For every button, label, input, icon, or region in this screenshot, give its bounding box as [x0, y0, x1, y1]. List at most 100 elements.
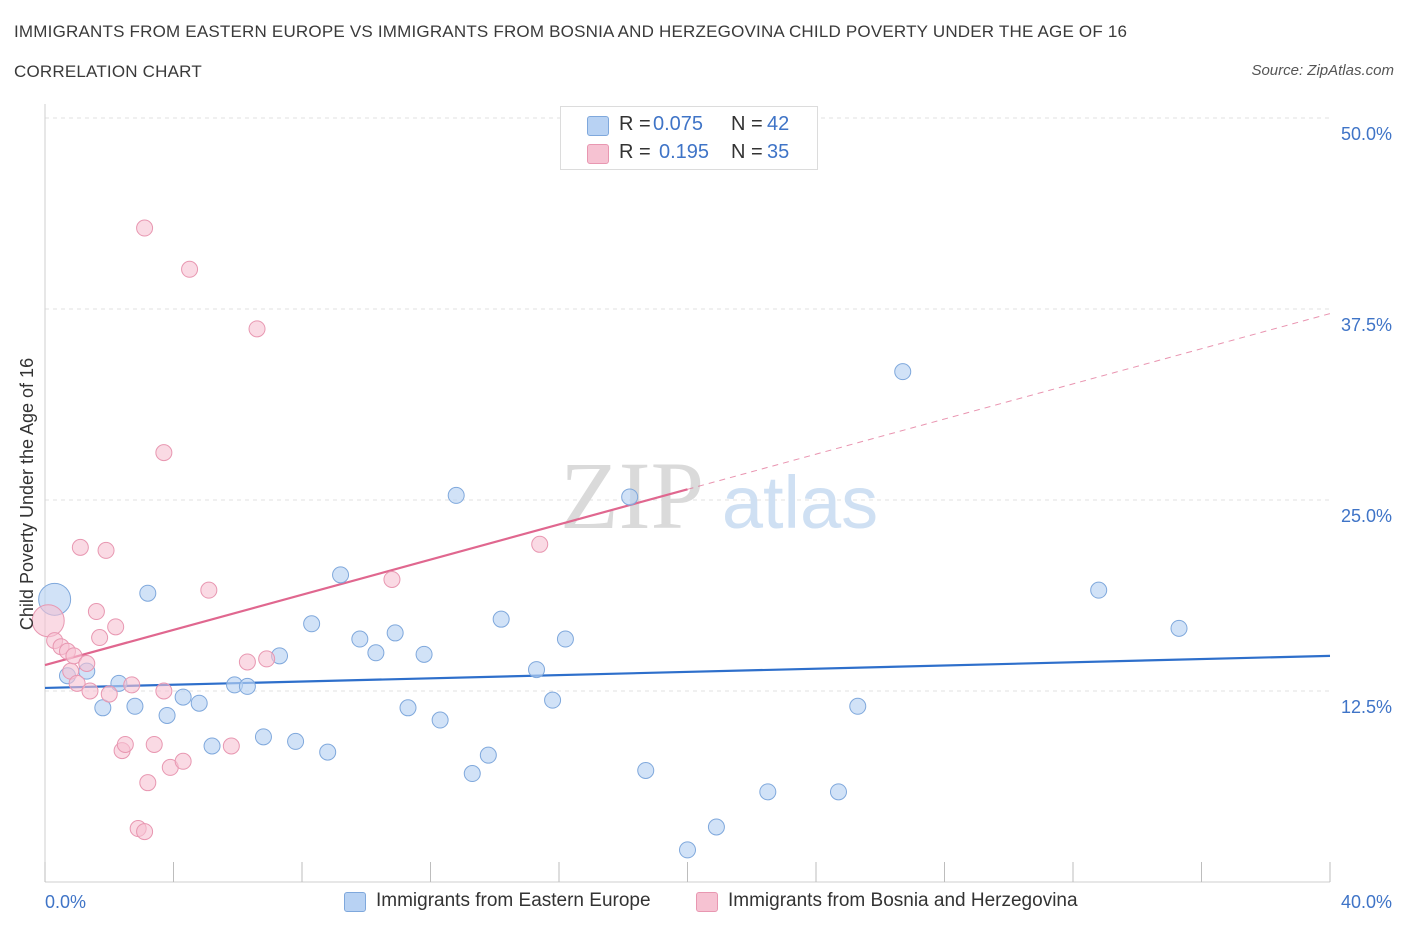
point-eastern-europe: [637, 761, 655, 779]
x-tick-label: 40.0%: [1341, 892, 1392, 912]
legend: R = 0.075 N = 42 R = 0.195 N = 35: [560, 106, 818, 170]
watermark-atlas: atlas: [722, 461, 878, 544]
y-axis-label: Child Poverty Under the Age of 16: [17, 358, 37, 630]
gridlines: [45, 117, 1330, 692]
point-eastern-europe: [351, 630, 369, 648]
point-bosnia: [136, 823, 154, 841]
data-points: [31, 219, 1188, 859]
point-bosnia: [116, 735, 134, 753]
x-tick-label: 0.0%: [45, 892, 86, 912]
axes: [44, 104, 1331, 883]
point-eastern-europe: [139, 584, 157, 602]
trend-line-bosnia-projection: [687, 313, 1331, 490]
point-eastern-europe: [528, 661, 546, 679]
point-eastern-europe: [1170, 619, 1188, 637]
point-bosnia: [100, 685, 118, 703]
legend-r-value: 0.195: [659, 141, 710, 163]
point-bosnia: [68, 674, 86, 692]
point-eastern-europe: [544, 691, 562, 709]
point-bosnia: [145, 735, 163, 753]
point-eastern-europe: [190, 694, 208, 712]
point-eastern-europe: [479, 746, 497, 764]
point-bosnia: [200, 581, 218, 599]
point-eastern-europe: [415, 645, 433, 663]
point-bosnia: [107, 618, 125, 636]
point-bosnia: [238, 653, 256, 671]
chart-title: IMMIGRANTS FROM EASTERN EUROPE VS IMMIGR…: [14, 22, 1128, 41]
point-eastern-europe: [126, 697, 144, 715]
point-eastern-europe: [158, 706, 176, 724]
trend-line-eastern-europe: [44, 654, 1331, 690]
legend-r-label: R =: [619, 113, 651, 135]
point-bosnia: [155, 682, 173, 700]
point-eastern-europe: [287, 732, 305, 750]
point-bosnia: [123, 676, 141, 694]
legend-r-value: 0.075: [653, 113, 704, 135]
point-eastern-europe: [621, 488, 639, 506]
trend-lines: [44, 313, 1331, 690]
point-eastern-europe: [431, 711, 449, 729]
point-eastern-europe: [254, 728, 272, 746]
legend-r-label: R =: [619, 141, 651, 163]
y-tick-label: 50.0%: [1341, 124, 1392, 144]
point-bosnia: [65, 647, 83, 665]
point-eastern-europe: [174, 688, 192, 706]
point-eastern-europe: [679, 841, 696, 859]
y-tick-label: 12.5%: [1341, 697, 1392, 717]
point-eastern-europe: [849, 697, 867, 715]
chart-subtitle: CORRELATION CHART: [14, 62, 202, 81]
point-eastern-europe: [492, 610, 510, 628]
legend-n-label: N =: [731, 141, 763, 163]
point-eastern-europe: [399, 699, 417, 717]
legend-swatch-pink: [587, 144, 609, 164]
point-bosnia: [81, 682, 99, 700]
point-bosnia: [97, 541, 115, 559]
tick-labels: 12.5% 25.0% 37.5% 50.0% 0.0% 40.0%: [45, 124, 1392, 912]
point-eastern-europe: [894, 363, 912, 381]
point-eastern-europe: [707, 818, 725, 836]
point-bosnia: [87, 603, 105, 621]
legend-n-value: 42: [767, 113, 790, 135]
point-eastern-europe: [759, 783, 777, 801]
point-eastern-europe: [829, 783, 847, 801]
point-bosnia: [78, 654, 96, 672]
legend-n-value: 35: [767, 141, 790, 163]
bottom-legend-swatch-blue: [344, 892, 366, 912]
point-eastern-europe: [238, 677, 256, 695]
legend-n-label: N =: [731, 113, 763, 135]
point-bosnia: [248, 320, 266, 338]
point-bosnia: [71, 538, 89, 556]
point-eastern-europe: [386, 624, 404, 642]
point-eastern-europe: [556, 630, 574, 648]
point-bosnia: [139, 774, 157, 792]
legend-swatch-blue: [587, 116, 609, 136]
point-eastern-europe: [447, 486, 465, 504]
bottom-legend-label: Immigrants from Bosnia and Herzegovina: [728, 890, 1078, 911]
point-eastern-europe: [203, 737, 221, 755]
point-bosnia: [155, 444, 173, 462]
point-bosnia: [31, 604, 65, 638]
point-bosnia: [136, 219, 154, 237]
point-eastern-europe: [303, 615, 321, 633]
point-eastern-europe: [94, 699, 112, 717]
source-credit: Source: ZipAtlas.com: [1251, 62, 1394, 79]
point-eastern-europe: [319, 743, 337, 761]
y-tick-label: 25.0%: [1341, 506, 1392, 526]
bottom-legend-label: Immigrants from Eastern Europe: [376, 890, 651, 911]
watermark: ZIP atlas: [560, 442, 878, 549]
point-bosnia: [181, 260, 199, 278]
point-bosnia: [174, 752, 192, 770]
point-eastern-europe: [332, 566, 350, 584]
point-bosnia: [531, 535, 549, 553]
trend-line-bosnia: [44, 488, 688, 667]
point-eastern-europe: [463, 765, 481, 783]
point-bosnia: [222, 737, 240, 755]
bottom-legend-swatch-pink: [696, 892, 718, 912]
point-bosnia: [258, 650, 276, 668]
point-bosnia: [91, 629, 109, 647]
point-bosnia: [383, 570, 401, 588]
point-eastern-europe: [1090, 581, 1108, 599]
y-tick-label: 37.5%: [1341, 315, 1392, 335]
point-eastern-europe: [367, 644, 385, 662]
